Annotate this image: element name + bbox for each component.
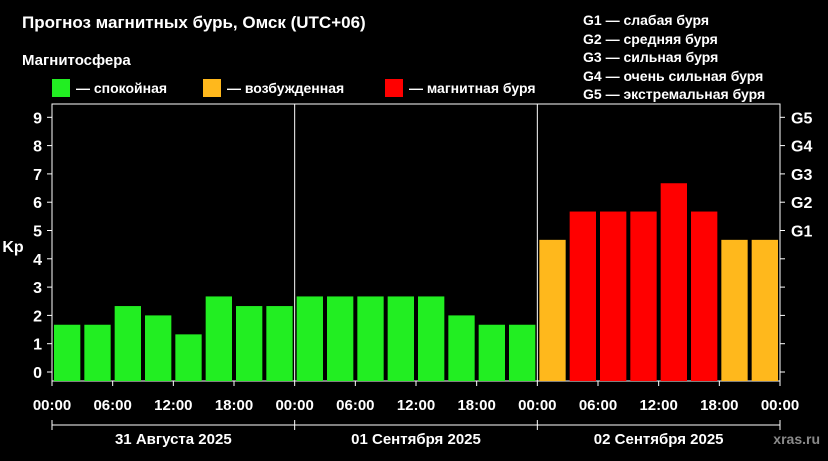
kp-bar-18 bbox=[600, 211, 627, 381]
x-tick-label: 12:00 bbox=[639, 397, 677, 414]
x-tick-label: 12:00 bbox=[397, 397, 435, 414]
kp-bar-7 bbox=[266, 306, 293, 381]
storm-level-g2: G2 — средняя буря bbox=[583, 30, 718, 47]
kp-bar-13 bbox=[448, 315, 475, 381]
g-level-label: G1 bbox=[791, 224, 812, 241]
x-tick-label: 12:00 bbox=[154, 397, 192, 414]
kp-bar-3 bbox=[145, 315, 172, 381]
x-tick-label: 00:00 bbox=[33, 397, 71, 414]
x-tick-label: 06:00 bbox=[93, 397, 131, 414]
y-tick-label: 1 bbox=[33, 337, 42, 354]
x-tick-label: 06:00 bbox=[336, 397, 374, 414]
storm-level-g5: G5 — экстремальная буря bbox=[583, 86, 766, 103]
legend-item-active: — возбужденная bbox=[203, 79, 344, 97]
storm-level-g3: G3 — сильная буря bbox=[583, 49, 719, 66]
kp-bar-20 bbox=[660, 183, 687, 381]
legend-swatch-storm bbox=[385, 79, 403, 97]
magnetosphere-label: Магнитосфера bbox=[22, 52, 131, 69]
y-tick-label: 0 bbox=[33, 365, 42, 382]
x-tick-label: 18:00 bbox=[700, 397, 738, 414]
kp-bar-16 bbox=[539, 239, 566, 381]
g-level-label: G5 bbox=[791, 110, 812, 127]
kp-bar-8 bbox=[296, 296, 323, 381]
kp-bar-23 bbox=[751, 239, 778, 381]
kp-bar-2 bbox=[114, 306, 141, 381]
kp-bar-0 bbox=[54, 324, 81, 381]
legend-label-quiet: — спокойная bbox=[76, 80, 168, 96]
kp-bar-17 bbox=[569, 211, 596, 381]
kp-bar-4 bbox=[175, 334, 202, 381]
kp-bar-22 bbox=[721, 239, 748, 381]
legend-item-quiet: — спокойная bbox=[52, 79, 167, 97]
x-tick-label: 00:00 bbox=[275, 397, 313, 414]
x-tick-label: 00:00 bbox=[761, 397, 799, 414]
y-tick-label: 8 bbox=[33, 139, 42, 156]
kp-bar-1 bbox=[84, 324, 111, 381]
y-tick-label: 3 bbox=[33, 280, 42, 297]
y-tick-label: 6 bbox=[33, 195, 42, 212]
kp-bar-6 bbox=[236, 306, 263, 381]
y-tick-label: 9 bbox=[33, 110, 42, 127]
kp-bar-12 bbox=[418, 296, 445, 381]
y-axis-label: Kp bbox=[2, 239, 24, 256]
watermark: xras.ru bbox=[773, 431, 820, 447]
chart-title: Прогноз магнитных бурь, Омск (UTC+06) bbox=[22, 13, 366, 32]
x-tick-label: 06:00 bbox=[579, 397, 617, 414]
legend-label-active: — возбужденная bbox=[227, 80, 345, 96]
kp-bar-5 bbox=[205, 296, 232, 381]
y-tick-label: 2 bbox=[33, 308, 42, 325]
kp-bar-15 bbox=[509, 324, 536, 381]
kp-bar-11 bbox=[387, 296, 414, 381]
y-tick-label: 4 bbox=[33, 252, 42, 269]
storm-level-g1: G1 — слабая буря bbox=[583, 12, 710, 28]
g-level-label: G3 bbox=[791, 167, 812, 184]
g-level-label: G4 bbox=[791, 139, 812, 156]
kp-bar-14 bbox=[478, 324, 505, 381]
g-level-label: G2 bbox=[791, 195, 812, 212]
x-tick-label: 00:00 bbox=[518, 397, 556, 414]
x-tick-label: 18:00 bbox=[457, 397, 495, 414]
date-label: 31 Августа 2025 bbox=[115, 431, 232, 448]
date-label: 01 Сентября 2025 bbox=[351, 431, 481, 448]
x-tick-label: 18:00 bbox=[215, 397, 253, 414]
legend-item-storm: — магнитная буря bbox=[385, 79, 536, 97]
storm-level-legend: G1 — слабая буря G2 — средняя буря G3 — … bbox=[583, 11, 765, 104]
kp-bar-19 bbox=[630, 211, 657, 381]
kp-bar-9 bbox=[327, 296, 354, 381]
kp-bar-10 bbox=[357, 296, 384, 381]
kp-bar-21 bbox=[691, 211, 718, 381]
legend-label-storm: — магнитная буря bbox=[409, 80, 536, 96]
legend-swatch-active bbox=[203, 79, 221, 97]
legend-swatch-quiet bbox=[52, 79, 70, 97]
y-tick-label: 5 bbox=[33, 224, 42, 241]
storm-level-g4: G4 — очень сильная буря bbox=[583, 67, 764, 84]
date-label: 02 Сентября 2025 bbox=[594, 431, 724, 448]
y-tick-label: 7 bbox=[33, 167, 42, 184]
